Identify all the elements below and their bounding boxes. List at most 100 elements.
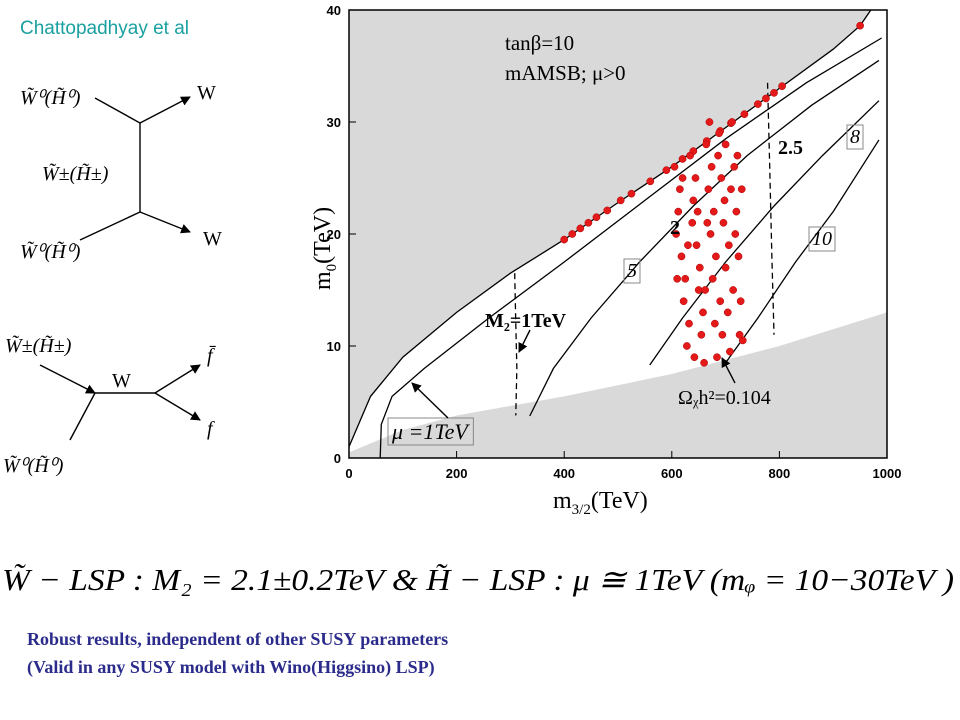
point [754, 100, 762, 108]
annotation-box [846, 124, 864, 150]
point [689, 196, 698, 205]
annotation-box [623, 258, 641, 284]
formula: W̃ − LSP : M₂ = 2.1±0.2TeV & H̃ − LSP : … [2, 562, 954, 597]
line [39, 364, 96, 394]
feynman-bottom: W̃±(H̃±) W f̄ f W̃⁰(H̃⁰) [3, 334, 216, 477]
note: (Valid in any SUSY model with Wino(Higgs… [27, 657, 435, 678]
point [705, 118, 714, 126]
contour [514, 273, 518, 416]
point [717, 174, 726, 182]
point [733, 151, 742, 160]
annotation-box [387, 417, 474, 446]
label: W̃±(H̃±) [42, 162, 109, 185]
line [154, 392, 201, 421]
label: W [197, 82, 216, 104]
point [714, 151, 722, 160]
point [721, 263, 730, 272]
point [706, 230, 715, 238]
credit: Chattopadhyay et al [20, 18, 189, 39]
point [691, 174, 700, 182]
point [684, 241, 692, 250]
point [726, 347, 734, 356]
point [762, 94, 770, 103]
point [736, 297, 745, 306]
point [707, 162, 716, 171]
point [560, 235, 569, 244]
annotation: tanβ=10 [505, 31, 574, 55]
contour [379, 37, 882, 459]
label-part: (TeV) [591, 488, 648, 514]
arrow [518, 329, 531, 353]
point [718, 330, 727, 339]
plot: 0 200 400 600 800 1000010203040m3/2(TeV)m0(Te… [310, 3, 901, 518]
label: W̃±(H̃±) [5, 334, 72, 357]
x-tick-label: 1000 [873, 466, 902, 481]
point [592, 213, 601, 222]
x-axis-label: m3/2(TeV) [553, 488, 648, 518]
x-tick-label: 600 [661, 466, 683, 481]
point [679, 297, 688, 306]
line [139, 96, 191, 124]
annotation: μ =1TeV [391, 419, 470, 444]
label-part: 3/2 [572, 502, 591, 518]
point [729, 286, 737, 294]
label: W̃⁰(H̃⁰) [20, 240, 81, 263]
point [686, 151, 694, 160]
point [709, 207, 718, 216]
annotation: 2 [670, 217, 680, 239]
line [79, 211, 141, 241]
line [154, 364, 201, 394]
point [728, 118, 736, 126]
feynman-top: W̃⁰(H̃⁰) W W̃±(H̃±) W W̃⁰(H̃⁰) [20, 82, 222, 263]
contour [766, 82, 775, 335]
y-axis-label: m0(TeV) [310, 207, 340, 290]
point [740, 110, 749, 119]
y-tick-label: 40 [327, 3, 341, 18]
point [681, 274, 690, 283]
point [723, 308, 732, 317]
point [778, 82, 786, 91]
arrow [721, 357, 736, 384]
contour [529, 59, 880, 417]
y-tick-label: 20 [327, 227, 341, 242]
point [700, 358, 708, 367]
label-part: (TeV) [310, 207, 336, 264]
point [694, 286, 703, 294]
point [734, 252, 743, 261]
label: W̃⁰(H̃⁰) [3, 454, 64, 477]
point [688, 218, 697, 227]
point [568, 230, 577, 238]
label-part: m [310, 271, 336, 290]
point [695, 263, 704, 272]
point [697, 330, 706, 339]
point [702, 140, 711, 149]
point [678, 174, 687, 182]
label-part: 0 [324, 264, 340, 272]
point [683, 342, 691, 350]
contour [725, 139, 880, 364]
x-tick-label: 400 [553, 466, 575, 481]
point [670, 162, 679, 171]
arrows [411, 329, 736, 419]
point [721, 140, 730, 149]
point [678, 155, 687, 163]
x-tick-label: 200 [446, 466, 468, 481]
annotation-box [808, 226, 836, 252]
point [704, 185, 713, 194]
arrow [411, 382, 449, 419]
y-tick-label: 30 [327, 115, 341, 130]
label: W [112, 370, 131, 392]
contour [649, 100, 880, 366]
excluded-region [349, 312, 887, 458]
excluded-region [349, 10, 871, 447]
note: Robust results, independent of other SUS… [27, 629, 448, 649]
line [139, 211, 191, 234]
point [730, 162, 739, 171]
y-tick-label: 10 [327, 339, 341, 354]
point [672, 230, 680, 238]
label-part: m [553, 488, 572, 514]
point [732, 207, 741, 216]
label: W [203, 228, 222, 250]
point [731, 230, 740, 238]
